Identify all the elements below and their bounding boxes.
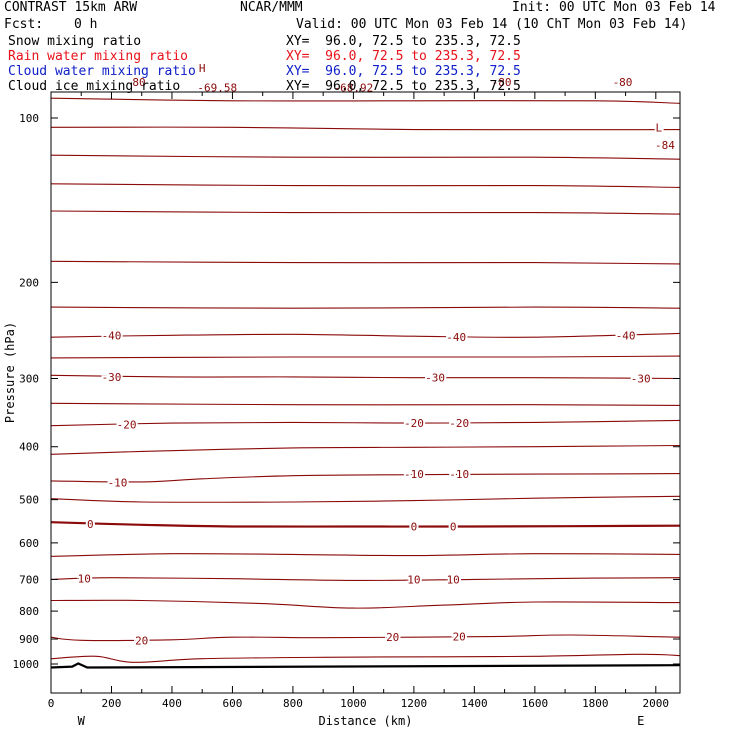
contour-label: -40 [616,329,636,342]
y-tick-label: 700 [19,573,39,586]
x-axis-ticks: 0 200 400 600 800 1000 1200 1400 1600 1800 2000 [48,92,669,710]
contour-label: -10 [108,476,128,489]
contour-label: -80 [126,76,146,89]
contour-labels: -80 -80 -80 -40 -40 -40 -30 -30 -30 -20 -20 -20 -10 -… [76,60,678,649]
x-tick-label: 1600 [522,697,549,710]
field-name-snow: Snow mixing ratio [8,34,142,49]
field-xy-cloud-ice: XY= 96.0, 72.5 to 235.3, 72.5 [286,79,521,94]
valid-time: Valid: 00 UTC Mon 03 Feb 14 (10 ChT Mon … [296,17,688,32]
y-tick-label: 300 [19,373,39,386]
contour-label: -40 [446,331,466,344]
x-tick-label: 1400 [461,697,488,710]
contour-label: -80 [613,76,633,89]
contour-label: -30 [102,371,122,384]
contour-minus-45 [51,306,680,309]
contour-lines [51,97,680,663]
x-tick-label: 2000 [643,697,670,710]
y-axis-title: Pressure (hPa) [3,322,17,423]
contour-label: 0 [87,518,94,531]
contour-25 [51,653,680,663]
contour-label: -20 [449,417,469,430]
model-title: CONTRAST 15km ARW [4,0,138,15]
x-axis-title: Distance (km) [319,714,413,728]
field-name-rain: Rain water mixing ratio [8,49,189,64]
y-tick-label: 100 [19,112,39,125]
contour-0 [51,521,680,528]
contour-minus-15 [51,444,680,455]
east-end-label: E [637,714,644,728]
contour-label: -10 [404,468,424,481]
contour-minus-40 [51,332,680,338]
contour-label: 20 [135,634,148,647]
init-time: Init: 00 UTC Mon 03 Feb 14 [512,0,716,15]
extremum-label: -84 [655,139,675,152]
contour-label: -80 [492,76,512,89]
contour-minus-70 [51,126,680,131]
field-xy-rain: XY= 96.0, 72.5 to 235.3, 72.5 [286,49,521,64]
contour-10 [51,577,680,581]
contour-label: -20 [404,417,424,430]
extremum-label: H [199,62,206,75]
contour-label: -40 [102,329,122,342]
field-xy-snow: XY= 96.0, 72.5 to 235.3, 72.5 [286,34,521,49]
contour-15 [51,599,680,609]
x-tick-label: 1200 [401,697,428,710]
contour-minus-30 [51,374,680,380]
x-tick-label: 0 [48,697,55,710]
x-tick-label: 600 [223,697,243,710]
terrain-line [50,662,681,669]
contour-minus-60 [51,183,680,188]
contour-minus-75 [51,97,680,104]
contour-minus-50 [51,260,680,265]
fcst-value: 0 h [74,17,98,32]
contour-label: -30 [631,373,651,386]
extremum-label: L [655,121,662,134]
field-name-cloud-ice: Cloud ice mixing ratio [8,79,181,94]
y-tick-label: 1000 [13,658,40,671]
y-tick-label: 800 [19,605,39,618]
x-tick-label: 200 [102,697,122,710]
contour-minus-25 [51,402,680,406]
extremum-label: -69.58 [197,82,237,95]
contour-label: 10 [78,572,91,585]
plot-frame [50,91,681,694]
contour-label: 0 [411,521,418,534]
contour-label: -20 [117,418,137,431]
contour-minus-10 [51,473,680,483]
terrain-surface [50,662,681,669]
contour-5 [51,553,680,557]
contour-label: 20 [453,630,466,643]
contour-minus-55 [51,210,680,215]
y-tick-label: 400 [19,441,39,454]
contour-minus-65 [51,154,680,160]
y-tick-label: 900 [19,633,39,646]
contour-minus-35 [51,355,680,359]
y-tick-label: 200 [19,276,39,289]
x-tick-label: 1800 [582,697,609,710]
center-name: NCAR/MMM [240,0,303,15]
contour-minus-20 [51,419,680,427]
x-tick-label: 400 [162,697,182,710]
fcst-label: Fcst: [4,17,44,32]
field-name-cloud-water: Cloud water mixing ratio [8,64,196,79]
contour-20 [51,634,680,642]
x-tick-label: 1000 [340,697,367,710]
y-tick-label: 500 [19,494,39,507]
contour-minus-5 [51,495,680,503]
contour-label: 20 [386,631,399,644]
contour-label: -10 [449,468,469,481]
contour-label: 10 [447,573,460,586]
field-xy-cloud-water: XY= 96.0, 72.5 to 235.3, 72.5 [286,64,521,79]
contour-label: 10 [407,573,420,586]
y-tick-label: 600 [19,537,39,550]
x-tick-label: 800 [283,697,303,710]
contour-label: 0 [450,521,457,534]
west-end-label: W [78,714,86,728]
contour-label: -30 [425,372,445,385]
